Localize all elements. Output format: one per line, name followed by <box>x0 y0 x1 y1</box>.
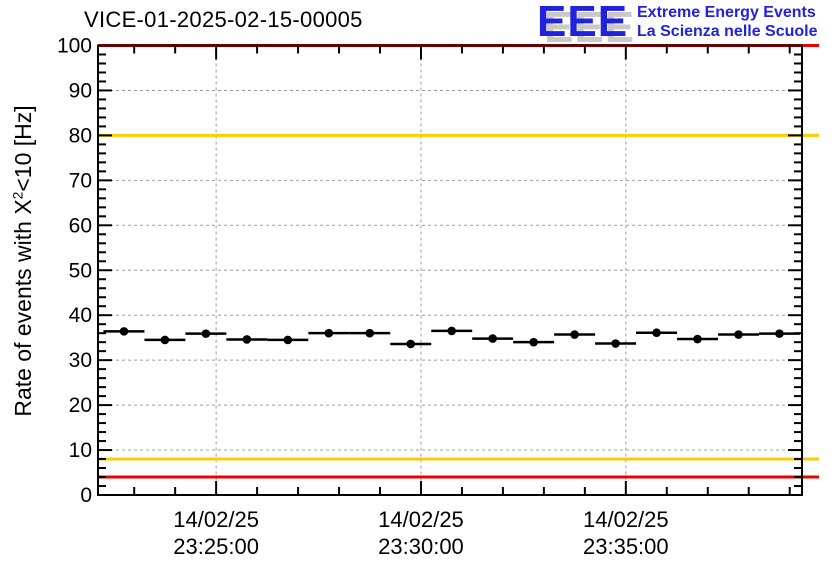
eee-logo: EEE <box>537 0 629 46</box>
x-tick-label-time: 23:25:00 <box>173 534 259 559</box>
data-point-marker <box>160 335 170 345</box>
y-axis-title: Rate of events with X2<10 [Hz] <box>10 35 40 487</box>
data-point-marker <box>488 334 497 343</box>
eee-logo-caption-line1: Extreme Energy Events <box>637 4 816 21</box>
y-tick-label: 90 <box>69 79 92 102</box>
y-tick-label: 80 <box>69 124 92 147</box>
data-point-marker <box>529 337 538 347</box>
data-point-marker <box>201 329 211 338</box>
data-point-marker <box>283 335 293 345</box>
data-point-marker <box>693 334 702 344</box>
data-point-marker <box>652 328 661 338</box>
data-point-marker <box>734 330 743 339</box>
x-tick-label-date: 14/02/25 <box>173 507 259 532</box>
eee-logo-caption: Extreme Energy Events La Scienza nelle S… <box>637 3 818 41</box>
x-tick-label-time: 23:35:00 <box>583 534 669 559</box>
data-point-marker <box>775 329 784 338</box>
y-tick-label: 10 <box>69 439 92 462</box>
data-point-marker <box>570 330 579 339</box>
data-point-marker <box>365 328 375 338</box>
data-point-marker <box>447 326 457 336</box>
eee-logo-caption-line2: La Scienza nelle Scuole <box>637 23 818 40</box>
data-point-marker <box>324 328 334 338</box>
data-point-marker <box>119 327 129 336</box>
y-axis-title-superscript: 2 <box>10 191 26 200</box>
y-tick-label: 40 <box>69 304 92 327</box>
y-tick-label: 20 <box>69 394 92 417</box>
plot-frame <box>97 44 803 496</box>
y-tick-label: 30 <box>69 349 92 372</box>
x-tick-label-time: 23:30:00 <box>378 534 464 559</box>
y-tick-label: 50 <box>69 259 92 282</box>
y-axis-title-prefix: Rate of events with X <box>10 199 36 417</box>
data-point-marker <box>242 335 252 344</box>
x-tick-label-date: 14/02/25 <box>583 507 669 532</box>
data-point-marker <box>611 339 620 348</box>
y-tick-label: 60 <box>69 214 92 237</box>
chart-title: VICE-01-2025-02-15-00005 <box>84 7 363 32</box>
y-tick-label: 100 <box>57 35 92 58</box>
x-tick-label-date: 14/02/25 <box>378 507 464 532</box>
y-axis-title-suffix: <10 [Hz] <box>10 105 36 192</box>
y-tick-label: 0 <box>80 484 92 507</box>
data-point-marker <box>406 339 416 349</box>
y-tick-label: 70 <box>69 169 92 192</box>
